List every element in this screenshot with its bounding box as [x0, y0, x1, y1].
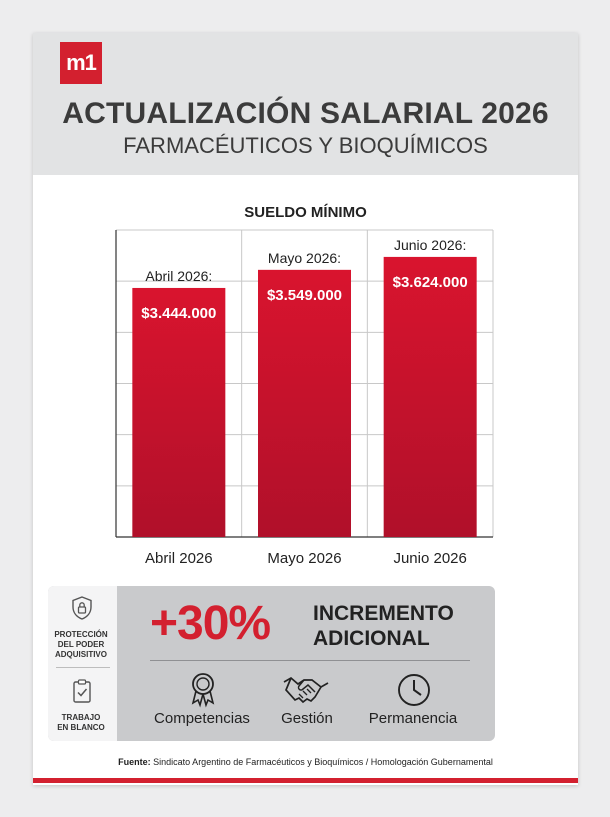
clipboard-check-icon [73, 679, 91, 703]
feature-label-competencias: Competencias [154, 710, 250, 727]
benefit-divider [56, 667, 110, 668]
bar-value-3: $3.624.000 [393, 274, 468, 291]
chart-title: SUELDO MÍNIMO [244, 204, 367, 221]
increase-percent: +30% [150, 597, 271, 650]
benefit-label-proteccion: PROTECCIÓN DEL PODER ADQUISITIVO [54, 630, 108, 659]
header: m1 ACTUALIZACIÓN SALARIAL 2026 FARMACÉUT… [33, 33, 578, 175]
footer-accent-line [33, 778, 578, 783]
highlight-divider [150, 660, 470, 661]
page-subtitle: FARMACÉUTICOS Y BIOQUÍMICOS [123, 133, 488, 158]
chart-labels: Abril 2026: $3.444.000 Abril 2026 Mayo 2026… [141, 237, 467, 567]
increase-caption: INCREMENTO ADICIONAL [313, 602, 454, 650]
clock-icon [398, 674, 430, 706]
x-tick-label-3: Junio 2026 [393, 550, 466, 567]
award-ribbon-icon [191, 673, 215, 708]
bar-3 [383, 256, 477, 537]
lock-shield-icon [72, 596, 92, 620]
bar-2 [258, 269, 351, 537]
brand-logo: m1 [60, 42, 102, 84]
highlight-band [48, 586, 495, 741]
benefit-label-trabajo: TRABAJO EN BLANCO [57, 713, 105, 732]
handshake-icon [283, 676, 329, 704]
bar-label-3: Junio 2026: [394, 237, 466, 253]
bar-label-2: Mayo 2026: [268, 250, 341, 266]
feature-label-gestion: Gestión [281, 710, 333, 727]
bar-value-1: $3.444.000 [141, 305, 216, 322]
feature-label-permanencia: Permanencia [368, 710, 458, 727]
page-title: ACTUALIZACIÓN SALARIAL 2026 [62, 97, 549, 130]
infographic-card: m1 ACTUALIZACIÓN SALARIAL 2026 FARMACÉUT… [33, 33, 578, 785]
x-tick-label-2: Mayo 2026 [267, 550, 341, 567]
bar-chart: Abril 2026: $3.444.000 Abril 2026 Mayo 2026… [115, 229, 494, 567]
x-tick-label-1: Abril 2026 [145, 550, 213, 567]
benefits-column [48, 586, 117, 741]
bar-label-1: Abril 2026: [145, 268, 212, 284]
chart-bars [132, 256, 477, 537]
source-note: Fuente: Sindicato Argentino de Farmacéut… [118, 757, 493, 767]
bar-value-2: $3.549.000 [267, 287, 342, 304]
bar-1 [132, 287, 226, 537]
